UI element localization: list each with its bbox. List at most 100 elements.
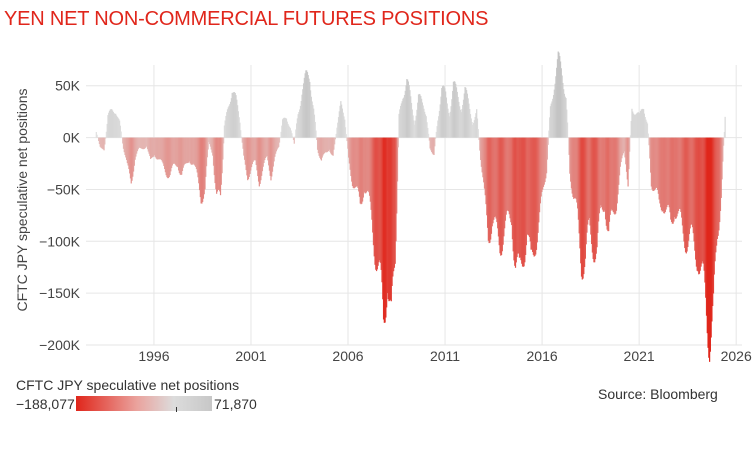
bar bbox=[183, 137, 185, 166]
bar bbox=[693, 137, 695, 242]
bar bbox=[691, 137, 693, 225]
bar bbox=[677, 137, 680, 211]
bar bbox=[587, 137, 589, 225]
bar bbox=[576, 137, 578, 203]
bar bbox=[665, 137, 667, 210]
bar bbox=[243, 137, 245, 156]
bar bbox=[553, 89, 555, 138]
bar bbox=[539, 137, 541, 204]
bar bbox=[264, 137, 267, 159]
bar bbox=[98, 137, 101, 145]
bar bbox=[408, 85, 410, 138]
bar bbox=[624, 137, 626, 158]
bar bbox=[146, 137, 149, 150]
bar bbox=[512, 137, 514, 252]
bar bbox=[489, 137, 491, 243]
bar bbox=[444, 88, 446, 138]
bar bbox=[383, 137, 385, 323]
bar bbox=[218, 137, 220, 190]
bar bbox=[618, 137, 620, 185]
bar bbox=[373, 137, 375, 257]
bar bbox=[317, 137, 319, 154]
bar bbox=[574, 137, 576, 198]
bar bbox=[459, 106, 461, 138]
bar bbox=[164, 137, 166, 173]
bar bbox=[273, 137, 275, 162]
bar bbox=[426, 122, 428, 138]
bar bbox=[269, 137, 271, 176]
bar bbox=[170, 137, 172, 172]
bar bbox=[412, 115, 414, 138]
bar bbox=[719, 137, 721, 223]
bar bbox=[433, 137, 435, 156]
bar bbox=[497, 137, 500, 237]
bar bbox=[510, 137, 512, 223]
bar bbox=[216, 137, 218, 194]
bar bbox=[382, 137, 385, 320]
bar bbox=[271, 137, 273, 177]
bar-series bbox=[95, 51, 726, 362]
bar bbox=[371, 137, 373, 220]
bar bbox=[192, 137, 194, 164]
bar bbox=[270, 137, 272, 181]
bar bbox=[668, 137, 670, 208]
bar bbox=[573, 137, 576, 199]
bar bbox=[166, 137, 168, 178]
bar bbox=[335, 133, 337, 138]
bar bbox=[648, 137, 650, 146]
bar bbox=[132, 137, 134, 177]
bar bbox=[355, 137, 357, 187]
bar bbox=[711, 137, 713, 322]
bar bbox=[100, 137, 102, 148]
bar bbox=[720, 137, 722, 198]
bar bbox=[96, 134, 98, 138]
bar bbox=[496, 137, 498, 223]
bar bbox=[709, 137, 711, 362]
bar bbox=[398, 113, 400, 138]
bar bbox=[164, 137, 166, 170]
bar bbox=[128, 137, 130, 170]
bar bbox=[577, 137, 579, 209]
bar bbox=[509, 137, 511, 219]
bar-chart: 50K 0K −50K −100K −150K −200K 1996 2001 2006 201… bbox=[14, 51, 752, 364]
gridlines bbox=[86, 65, 742, 346]
bar bbox=[226, 109, 229, 138]
bar bbox=[346, 137, 348, 142]
bar bbox=[163, 137, 165, 166]
bar bbox=[191, 137, 194, 165]
bar bbox=[274, 137, 276, 157]
bar bbox=[220, 137, 222, 185]
bar bbox=[524, 137, 526, 263]
bar bbox=[150, 137, 153, 158]
bar bbox=[222, 137, 224, 160]
bar bbox=[297, 114, 299, 138]
bar bbox=[467, 98, 469, 138]
bar bbox=[546, 137, 548, 160]
bar bbox=[722, 137, 724, 162]
bar bbox=[265, 137, 267, 157]
bar bbox=[601, 137, 603, 208]
bar bbox=[500, 137, 503, 256]
bar bbox=[389, 137, 391, 301]
bar bbox=[294, 136, 296, 138]
bar bbox=[470, 118, 472, 138]
bar bbox=[504, 137, 506, 229]
bar bbox=[695, 137, 698, 267]
bar bbox=[323, 137, 325, 155]
bar bbox=[260, 137, 262, 181]
bar bbox=[447, 108, 449, 138]
bar bbox=[542, 137, 545, 187]
bar bbox=[143, 137, 145, 150]
bar bbox=[160, 137, 162, 160]
bar bbox=[721, 137, 723, 180]
bar bbox=[530, 137, 532, 250]
bar bbox=[611, 137, 614, 211]
x-tick-label: 2021 bbox=[624, 348, 655, 364]
bar bbox=[130, 137, 132, 184]
bar bbox=[407, 79, 409, 138]
x-tick-label: 2011 bbox=[430, 348, 460, 364]
bar bbox=[561, 75, 563, 138]
bar bbox=[484, 137, 486, 196]
bar bbox=[548, 130, 550, 138]
bar bbox=[401, 101, 403, 138]
